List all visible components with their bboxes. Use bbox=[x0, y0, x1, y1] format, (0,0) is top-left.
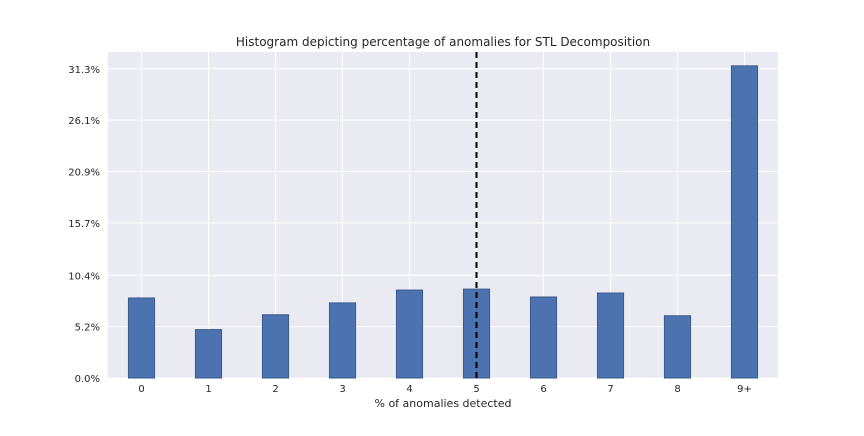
bar-3 bbox=[328, 302, 357, 379]
y-tick-label: 15.7% bbox=[68, 219, 100, 230]
y-tick-label: 5.2% bbox=[75, 323, 100, 334]
bar-0 bbox=[127, 297, 156, 379]
x-tick-label: 2 bbox=[272, 384, 278, 395]
bar-2 bbox=[261, 314, 290, 379]
x-tick-label: 1 bbox=[205, 384, 211, 395]
x-axis-ticks: 0 1 2 3 4 5 6 7 8 9+ bbox=[138, 384, 752, 395]
bars bbox=[127, 65, 759, 379]
chart-title: Histogram depicting percentage of anomal… bbox=[236, 35, 650, 49]
y-tick-label: 26.1% bbox=[68, 116, 100, 127]
bar-1 bbox=[194, 329, 223, 379]
x-axis-label: % of anomalies detected bbox=[375, 397, 512, 410]
bar-6 bbox=[529, 296, 558, 379]
bar-7 bbox=[596, 292, 625, 379]
bar-8 bbox=[663, 315, 692, 379]
x-tick-label: 7 bbox=[607, 384, 613, 395]
x-tick-label: 0 bbox=[138, 384, 144, 395]
bar-4 bbox=[395, 289, 424, 379]
x-tick-label: 5 bbox=[473, 384, 479, 395]
y-tick-label: 20.9% bbox=[68, 168, 100, 179]
y-tick-label: 0.0% bbox=[75, 374, 100, 385]
y-tick-label: 10.4% bbox=[68, 271, 100, 282]
x-tick-label: 6 bbox=[540, 384, 546, 395]
x-tick-label: 9+ bbox=[737, 384, 752, 395]
x-tick-label: 4 bbox=[406, 384, 412, 395]
x-tick-label: 8 bbox=[674, 384, 680, 395]
x-tick-label: 3 bbox=[339, 384, 345, 395]
y-tick-label: 31.3% bbox=[68, 65, 100, 76]
bar-9+ bbox=[730, 65, 759, 379]
y-axis-ticks: 0.0% 5.2% 10.4% 15.7% 20.9% 26.1% 31.3% bbox=[68, 65, 100, 385]
